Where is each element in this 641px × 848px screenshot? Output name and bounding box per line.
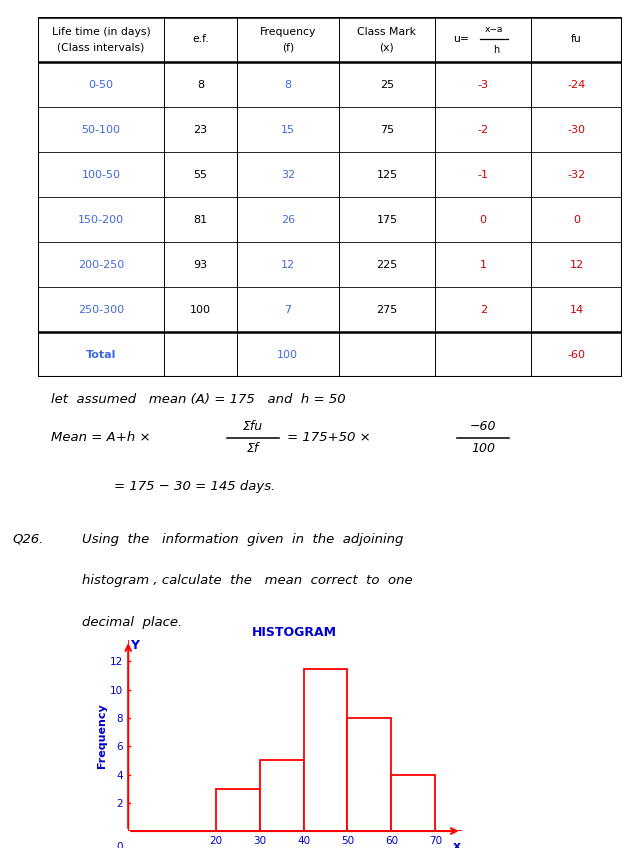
Text: let  assumed   mean (A) = 175   and  h = 50: let assumed mean (A) = 175 and h = 50 bbox=[51, 393, 345, 406]
Text: Mean = A+h ×: Mean = A+h × bbox=[51, 431, 150, 444]
Text: 7: 7 bbox=[284, 304, 292, 315]
Text: 0: 0 bbox=[116, 841, 122, 848]
Text: 175: 175 bbox=[376, 215, 397, 225]
Text: (f): (f) bbox=[281, 42, 294, 53]
Text: 125: 125 bbox=[376, 170, 397, 180]
Text: u=: u= bbox=[453, 35, 469, 44]
Text: 225: 225 bbox=[376, 259, 397, 270]
Title: HISTOGRAM: HISTOGRAM bbox=[253, 626, 337, 639]
Text: decimal  place.: decimal place. bbox=[82, 616, 182, 629]
Text: 2: 2 bbox=[479, 304, 487, 315]
Text: = 175 − 30 = 145 days.: = 175 − 30 = 145 days. bbox=[114, 480, 276, 493]
Text: 25: 25 bbox=[380, 80, 394, 90]
Text: (x): (x) bbox=[379, 42, 394, 53]
Text: e.f.: e.f. bbox=[192, 35, 208, 44]
Text: -3: -3 bbox=[478, 80, 488, 90]
Text: 93: 93 bbox=[194, 259, 208, 270]
Text: -30: -30 bbox=[567, 125, 586, 135]
Text: −60: −60 bbox=[470, 420, 497, 432]
Text: 81: 81 bbox=[194, 215, 208, 225]
Text: Y: Y bbox=[130, 639, 139, 652]
Bar bbox=[260, 761, 304, 831]
Text: 14: 14 bbox=[569, 304, 583, 315]
Text: 150-200: 150-200 bbox=[78, 215, 124, 225]
Text: 15: 15 bbox=[281, 125, 295, 135]
Text: Class Mark: Class Mark bbox=[358, 26, 417, 36]
Text: x: x bbox=[453, 840, 461, 848]
Text: 75: 75 bbox=[380, 125, 394, 135]
Text: 0: 0 bbox=[479, 215, 487, 225]
Text: Frequency: Frequency bbox=[260, 26, 316, 36]
Text: 0: 0 bbox=[573, 215, 580, 225]
Text: 50-100: 50-100 bbox=[81, 125, 121, 135]
Text: Life time (in days): Life time (in days) bbox=[52, 26, 151, 36]
Text: 1: 1 bbox=[479, 259, 487, 270]
Text: Σf: Σf bbox=[246, 443, 259, 455]
Text: 8: 8 bbox=[197, 80, 204, 90]
Text: 275: 275 bbox=[376, 304, 397, 315]
Text: h: h bbox=[493, 45, 499, 54]
Text: 12: 12 bbox=[281, 259, 295, 270]
Text: 23: 23 bbox=[194, 125, 208, 135]
Text: x−a: x−a bbox=[485, 25, 503, 34]
Text: Total: Total bbox=[86, 350, 117, 360]
Text: -1: -1 bbox=[478, 170, 488, 180]
Text: 8: 8 bbox=[284, 80, 292, 90]
Text: 200-250: 200-250 bbox=[78, 259, 124, 270]
Bar bbox=[216, 789, 260, 831]
Text: 100-50: 100-50 bbox=[81, 170, 121, 180]
Y-axis label: Frequency: Frequency bbox=[97, 703, 107, 768]
Text: fu: fu bbox=[571, 35, 582, 44]
Text: -2: -2 bbox=[478, 125, 489, 135]
Text: -24: -24 bbox=[567, 80, 586, 90]
Text: 100: 100 bbox=[471, 443, 495, 455]
Text: histogram , calculate  the   mean  correct  to  one: histogram , calculate the mean correct t… bbox=[82, 574, 412, 588]
Text: Q26.: Q26. bbox=[13, 533, 44, 545]
Text: 0-50: 0-50 bbox=[88, 80, 113, 90]
Text: 12: 12 bbox=[569, 259, 583, 270]
Text: -60: -60 bbox=[567, 350, 586, 360]
Text: Σfu: Σfu bbox=[242, 420, 263, 432]
Bar bbox=[304, 668, 347, 831]
Text: 26: 26 bbox=[281, 215, 295, 225]
Text: -32: -32 bbox=[567, 170, 586, 180]
Text: Using  the   information  given  in  the  adjoining: Using the information given in the adjoi… bbox=[82, 533, 403, 545]
Text: 55: 55 bbox=[194, 170, 207, 180]
Text: 32: 32 bbox=[281, 170, 295, 180]
Text: = 175+50 ×: = 175+50 × bbox=[287, 431, 371, 444]
Text: 250-300: 250-300 bbox=[78, 304, 124, 315]
Text: 100: 100 bbox=[278, 350, 298, 360]
Bar bbox=[347, 718, 392, 831]
Text: (Class intervals): (Class intervals) bbox=[58, 42, 145, 53]
Bar bbox=[392, 774, 435, 831]
Text: 100: 100 bbox=[190, 304, 211, 315]
